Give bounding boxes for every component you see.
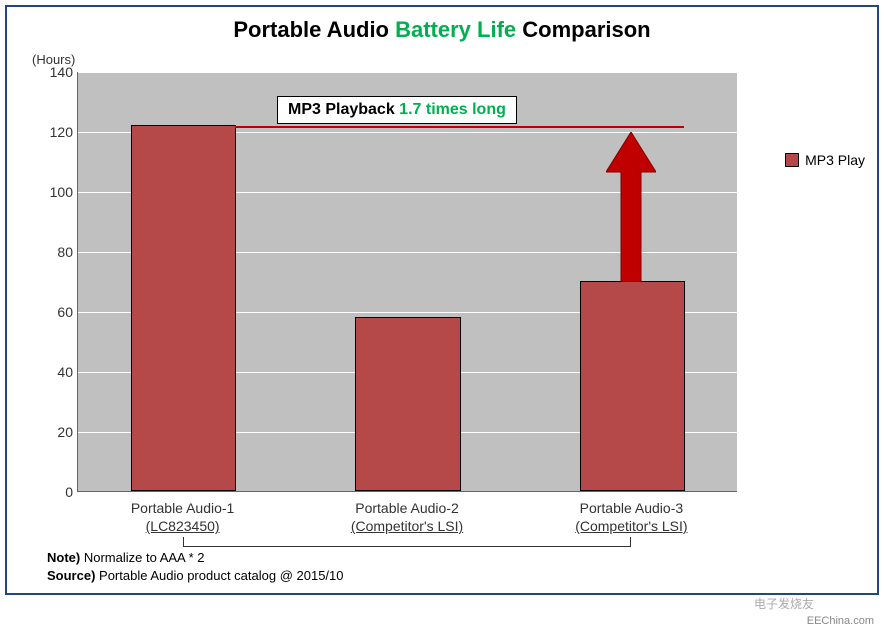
- ytick-label: 20: [45, 424, 73, 440]
- xtick-label: Portable Audio-2(Competitor's LSI): [327, 499, 487, 535]
- legend-swatch: [785, 153, 799, 167]
- xlabel-line1: Portable Audio-3: [551, 499, 711, 517]
- callout-highlight: 1.7 times long: [399, 101, 506, 118]
- gridline: [78, 72, 737, 73]
- bar: [580, 281, 686, 491]
- xlabel-line2: (Competitor's LSI): [551, 517, 711, 535]
- xtick-label: Portable Audio-3(Competitor's LSI): [551, 499, 711, 535]
- ytick-label: 80: [45, 244, 73, 260]
- note-line: Note) Normalize to AAA * 2: [47, 549, 344, 567]
- source-line: Source) Portable Audio product catalog @…: [47, 567, 344, 585]
- title-part-3: Comparison: [516, 17, 650, 42]
- note-label: Note): [47, 550, 80, 565]
- callout-prefix: MP3 Playback: [288, 101, 399, 118]
- footnotes: Note) Normalize to AAA * 2 Source) Porta…: [47, 549, 344, 585]
- ytick-label: 140: [45, 64, 73, 80]
- watermark: EEChina.com: [807, 615, 874, 627]
- ytick-label: 0: [45, 484, 73, 500]
- ytick-label: 40: [45, 364, 73, 380]
- callout-box: MP3 Playback 1.7 times long: [277, 96, 517, 124]
- note-text: Normalize to AAA * 2: [80, 550, 204, 565]
- xlabel-line2: (LC823450): [103, 517, 263, 535]
- legend-label: MP3 Play: [805, 152, 865, 168]
- title-part-2: Battery Life: [395, 17, 516, 42]
- xlabel-line1: Portable Audio-2: [327, 499, 487, 517]
- legend: MP3 Play: [785, 152, 865, 168]
- xtick-label: Portable Audio-1(LC823450): [103, 499, 263, 535]
- ytick-label: 60: [45, 304, 73, 320]
- chart-frame: Portable Audio Battery Life Comparison (…: [5, 5, 879, 595]
- reference-line: [235, 126, 684, 128]
- xlabel-line1: Portable Audio-1: [103, 499, 263, 517]
- xlabel-line2: (Competitor's LSI): [327, 517, 487, 535]
- source-label: Source): [47, 568, 95, 583]
- title-part-1: Portable Audio: [233, 17, 395, 42]
- bar: [131, 125, 237, 491]
- bar: [355, 317, 461, 491]
- site-logo: 电子发烧友: [754, 595, 814, 612]
- ytick-label: 100: [45, 184, 73, 200]
- xlabel-bracket: [183, 537, 632, 547]
- up-arrow: [606, 132, 656, 287]
- source-text: Portable Audio product catalog @ 2015/10: [95, 568, 343, 583]
- chart-title: Portable Audio Battery Life Comparison: [7, 7, 877, 48]
- ytick-label: 120: [45, 124, 73, 140]
